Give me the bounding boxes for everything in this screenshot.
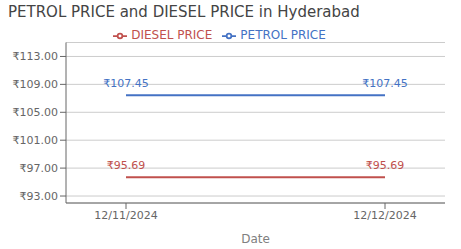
svg-text:12/12/2024: 12/12/2024 — [353, 209, 416, 222]
svg-text:₹113.00: ₹113.00 — [13, 50, 59, 63]
svg-text:12/11/2024: 12/11/2024 — [94, 209, 157, 222]
svg-text:₹93.00: ₹93.00 — [20, 190, 59, 203]
svg-text:₹97.00: ₹97.00 — [20, 162, 59, 175]
svg-text:₹105.00: ₹105.00 — [13, 106, 59, 119]
svg-text:₹107.45: ₹107.45 — [103, 77, 149, 90]
html-text:PETROL PRICE and DIESEL PRICE: PETROL PRICE and DIESEL PRICE in Hyderab… — [8, 3, 360, 21]
svg-text:₹95.69: ₹95.69 — [107, 159, 146, 172]
svg-text:₹109.00: ₹109.00 — [13, 78, 59, 91]
svg-text:₹107.45: ₹107.45 — [362, 77, 408, 90]
svg-text:₹101.00: ₹101.00 — [13, 134, 59, 147]
html-text:DIESEL PRICE: DIESEL PRICE — [131, 28, 213, 42]
svg-text:₹95.69: ₹95.69 — [366, 159, 405, 172]
svg-text:Date: Date — [241, 232, 270, 246]
html-text:PETROL PRICE: PETROL PRICE — [240, 28, 326, 42]
